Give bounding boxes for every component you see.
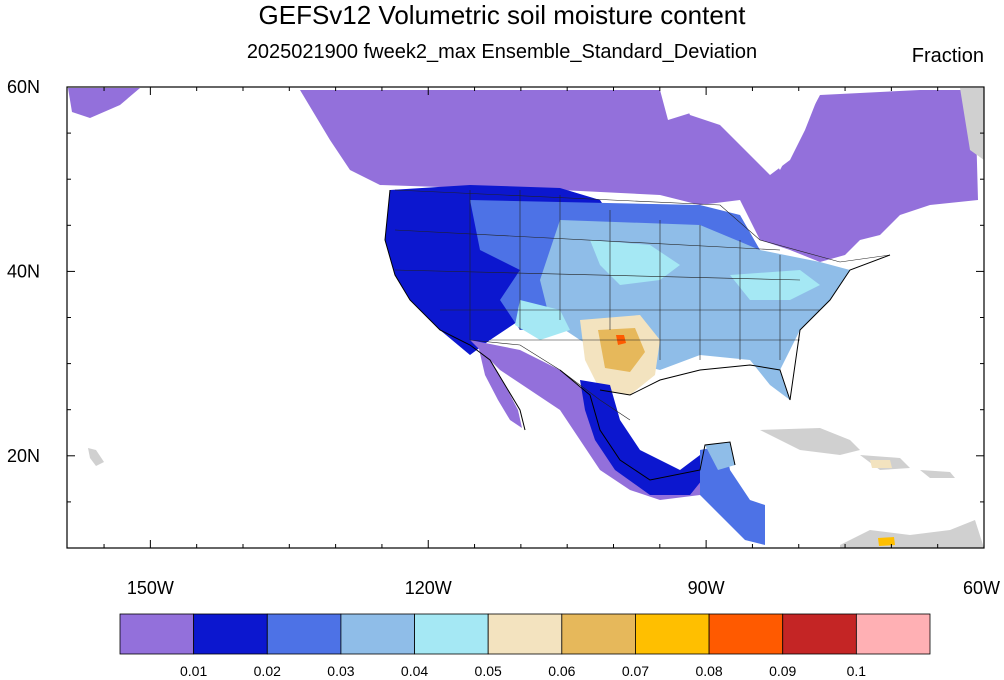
colorbar-swatch [855,613,931,655]
colorbar-label: 0.08 [695,663,722,679]
colorbar-label: 0.02 [254,663,281,679]
colorbar-swatch [635,613,710,655]
colorbar-swatch [708,613,784,655]
region-hispaniola [870,460,892,468]
axis-ticks [67,86,985,549]
x-tick-label: 150W [127,578,174,598]
colorbar-label: 0.07 [622,663,649,679]
units-label: Fraction [911,45,984,67]
region-baja [478,345,522,428]
region-mexico-rim [580,380,710,495]
colorbar-label: 0.01 [180,663,207,679]
colorbar-swatch [193,613,268,655]
colorbar-label: 0.06 [548,663,575,679]
hudson-bay [680,92,820,175]
region-hawaii [75,440,104,466]
map-title: GEFSv12 Volumetric soil moisture content [258,0,746,30]
region-south-america [840,520,984,548]
colorbar-swatch [340,613,415,655]
colorbar-label: 0.03 [327,663,354,679]
region-caribbean [760,428,955,478]
colorbar [119,613,931,655]
region-cyan-patches [515,240,820,340]
y-tick-label: 60N [7,77,40,97]
region-south-america-hotspot [878,537,895,546]
colorbar-swatch [782,613,857,655]
colorbar-label: 0.1 [847,663,867,679]
region-central-america [700,445,765,545]
axis-tick-labels: 150W 120W 90W 60W 60N 40N 20N [7,77,1000,598]
colorbar-label: 0.09 [769,663,796,679]
coastlines [384,189,891,481]
map-plot-area [67,87,984,548]
colorbar-label: 0.05 [475,663,502,679]
region-texas-orange [598,328,645,372]
region-mexico [470,340,700,500]
region-alaska-panhandle [68,88,140,118]
colorbar-swatch [266,613,342,655]
x-tick-label: 120W [405,578,452,598]
colorbar-swatch [561,613,636,655]
region-canada [300,90,978,262]
colorbar-label: 0.04 [401,663,428,679]
x-tick-label: 60W [963,578,1000,598]
y-tick-label: 40N [7,261,40,281]
x-tick-label: 90W [688,578,725,598]
colorbar-labels: 0.01 0.02 0.03 0.04 0.05 0.06 0.07 0.08 0.09 0.1 [180,663,866,679]
colorbar-swatch [119,613,195,655]
region-greenland [960,88,984,160]
y-tick-label: 20N [7,446,40,466]
region-yucatan [705,442,735,470]
colorbar-swatch [414,613,489,655]
map-subtitle: 2025021900 fweek2_max Ensemble_Standard_… [246,41,758,63]
colorbar-swatch [487,613,563,655]
